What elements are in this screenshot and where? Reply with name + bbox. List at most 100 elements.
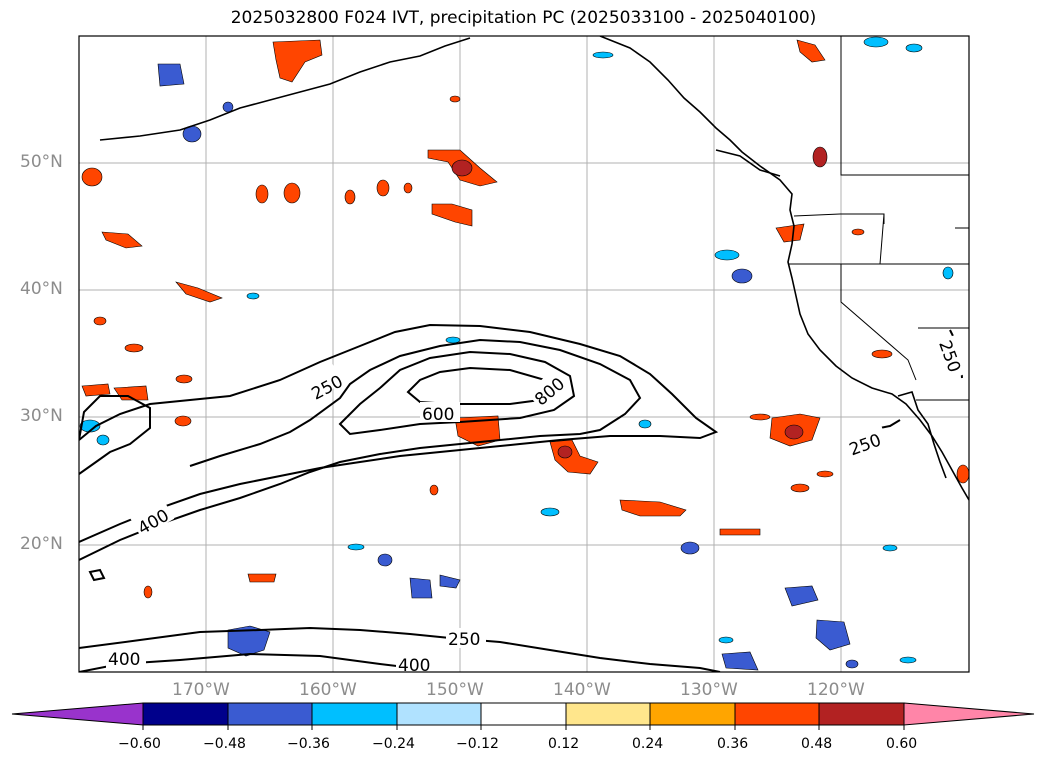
precip-blob: [549, 439, 599, 475]
colorbar-extend-high: [903, 702, 1035, 726]
precip-blob: [775, 223, 805, 243]
ivt-contours: [79, 323, 963, 672]
precip-blob: [93, 316, 107, 326]
precip-blob: [863, 36, 889, 48]
colorbar-label: 0.60: [886, 736, 918, 752]
precip-blob-core: [784, 424, 804, 440]
colorbar-label: −0.60: [118, 736, 161, 752]
colorbar-label: 0.48: [801, 736, 833, 752]
contour-600: [338, 350, 576, 436]
colorbar-ticks: [142, 725, 905, 730]
colorbar-segment: [396, 702, 482, 726]
precip-blob: [816, 470, 834, 478]
lat-label: 40°N: [20, 279, 63, 299]
precip-blob: [540, 507, 560, 517]
precip-blob: [377, 553, 393, 567]
precip-blob: [174, 415, 192, 427]
lon-label: 120°W: [807, 680, 865, 700]
precip-blob: [749, 413, 771, 421]
contour-labels: 250 600 800 400 250 400 400 250 250: [106, 332, 969, 676]
precip-blob: [956, 464, 969, 484]
precip-blob: [784, 585, 819, 607]
precip-blob: [449, 95, 461, 103]
colorbar-label: −0.12: [456, 736, 499, 752]
precip-blob: [899, 656, 917, 664]
precip-blob: [157, 63, 185, 87]
lon-label: 140°W: [553, 680, 611, 700]
precip-blob: [719, 528, 761, 536]
precip-blob: [851, 228, 865, 236]
coastlines: [99, 36, 969, 501]
precip-blob: [81, 383, 111, 397]
precip-blob: [143, 585, 153, 599]
precip-blob: [403, 182, 413, 194]
colorbar-label: 0.24: [632, 736, 664, 752]
precip-blob: [272, 39, 323, 83]
lon-label: 130°W: [680, 680, 738, 700]
precip-blob: [246, 292, 260, 300]
contour-400-south: [79, 626, 721, 672]
contour-250-outer: [79, 323, 719, 543]
precip-blob: [96, 434, 110, 446]
lon-label: 150°W: [426, 680, 484, 700]
colorbar-segment: [227, 702, 313, 726]
precip-blob: [592, 51, 614, 59]
precip-blob: [815, 619, 851, 651]
colorbar-label: 0.12: [548, 736, 580, 752]
precip-blob: [247, 573, 277, 583]
map-title: 2025032800 F024 IVT, precipitation PC (2…: [230, 8, 817, 28]
precip-blob: [718, 636, 734, 644]
colorbar-segment: [818, 702, 905, 726]
lat-label: 30°N: [20, 406, 63, 426]
colorbar-segment: [649, 702, 736, 726]
precip-blob-core: [557, 445, 573, 459]
precip-blob: [429, 484, 439, 496]
political-borders: [788, 36, 969, 401]
colorbar-label: −0.36: [287, 736, 330, 752]
colorbar-label: 0.36: [717, 736, 749, 752]
lat-label: 50°N: [20, 152, 63, 172]
lon-label: 170°W: [172, 680, 230, 700]
precip-blob: [124, 343, 144, 353]
precip-blob: [680, 541, 700, 555]
precip-blob: [871, 349, 893, 359]
precip-blob: [222, 101, 234, 113]
colorbar-segment: [565, 702, 651, 726]
precip-blob: [619, 499, 687, 517]
precip-blob: [714, 249, 740, 261]
contour-small-loop: [79, 395, 151, 475]
contour-label: 250: [448, 630, 480, 650]
gridlines: [79, 36, 969, 672]
precip-blob: [376, 179, 390, 197]
map-frame: [78, 35, 970, 673]
precip-blob: [454, 415, 501, 447]
precip-blob: [255, 184, 269, 204]
lon-label: 160°W: [299, 680, 357, 700]
contour-400: [79, 338, 642, 561]
contour-tiny: [88, 568, 106, 582]
colorbar: [11, 702, 1035, 730]
precip-blob: [431, 203, 473, 227]
precip-blob: [347, 543, 365, 551]
precip-blob: [227, 625, 271, 657]
lat-label: 20°N: [20, 534, 63, 554]
precip-blob: [721, 651, 759, 671]
colorbar-label: −0.48: [203, 736, 246, 752]
precip-blob: [175, 281, 223, 303]
precip-blob: [445, 336, 461, 344]
precip-blob-core: [451, 159, 473, 177]
precip-blob: [344, 189, 356, 205]
precip-blob: [942, 266, 954, 280]
contour-label: 400: [398, 656, 430, 676]
precip-negative-blobs: [79, 36, 954, 671]
precip-blob: [731, 268, 753, 284]
precip-blob: [283, 182, 301, 204]
precip-blob: [81, 167, 103, 187]
contour-label: 600: [422, 405, 454, 425]
contour-label: 400: [108, 650, 140, 670]
precip-blob: [812, 146, 828, 168]
precip-blob: [101, 231, 143, 249]
precip-blob: [638, 419, 652, 429]
contour-label: 800: [531, 374, 569, 410]
